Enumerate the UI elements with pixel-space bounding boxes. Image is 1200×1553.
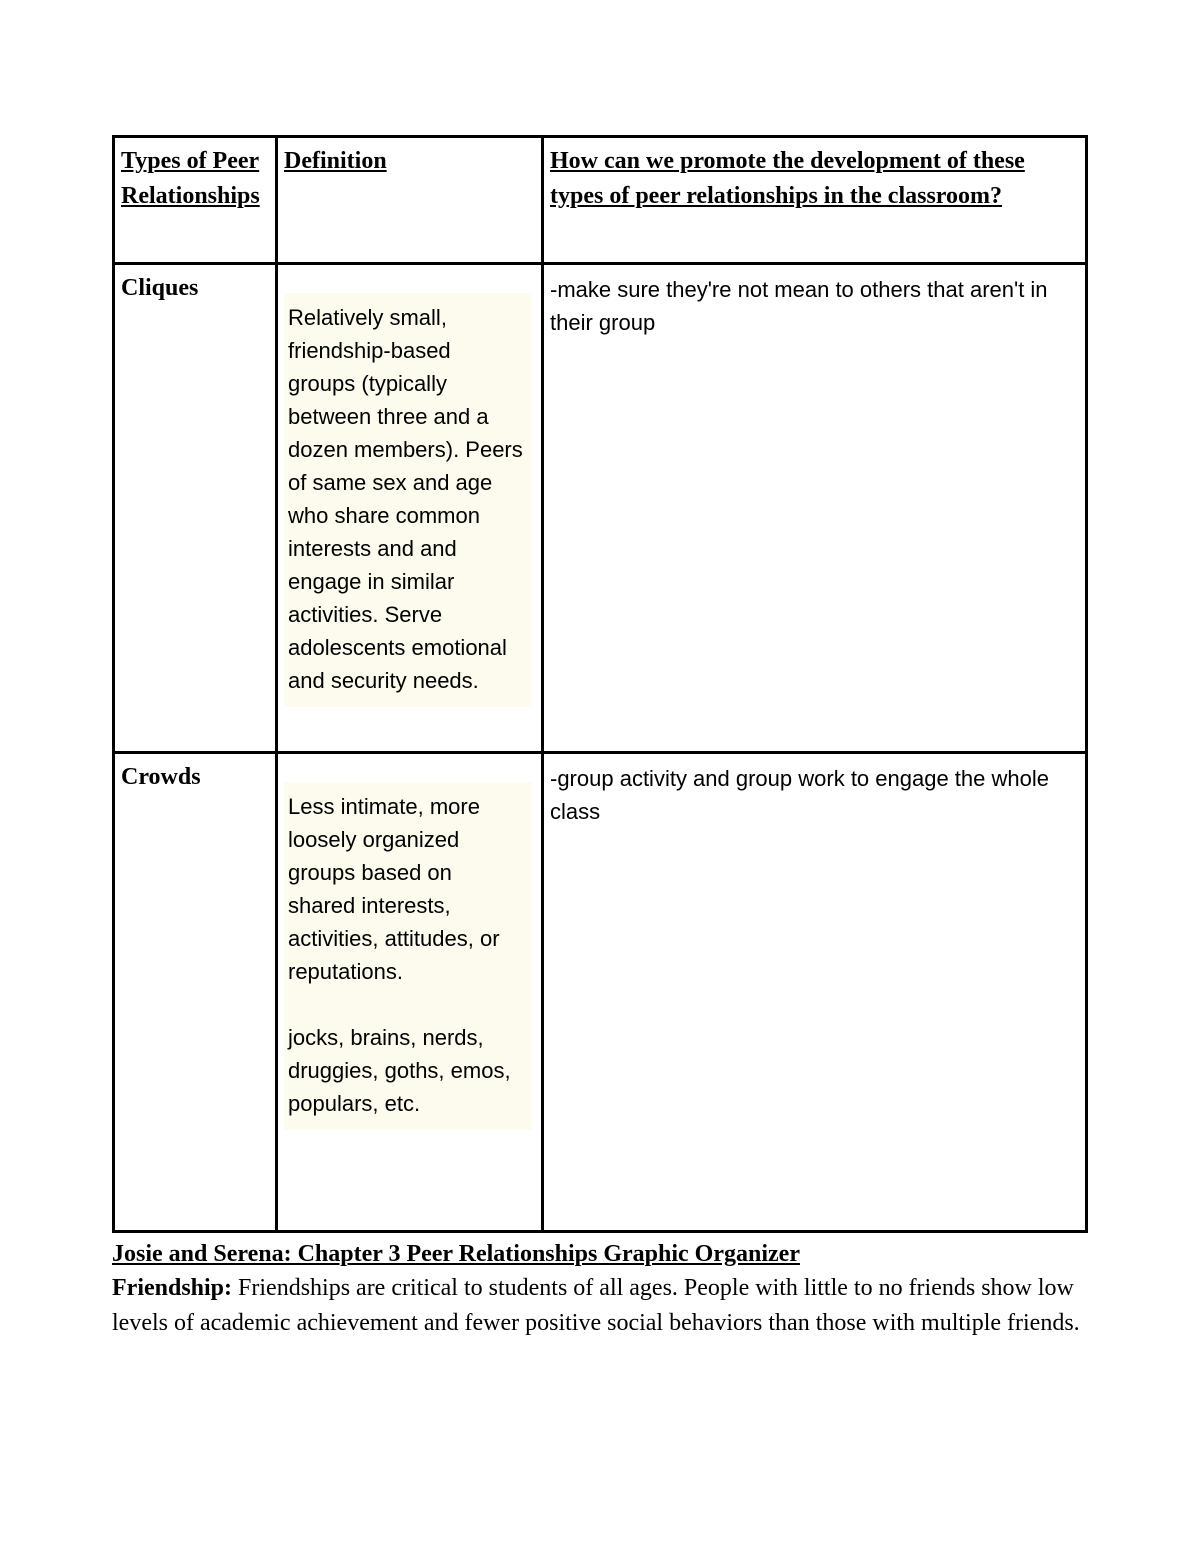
table-row: Crowds Less intimate, more loosely organ… bbox=[114, 752, 1087, 1231]
table-row: Cliques Relatively small, friendship-bas… bbox=[114, 263, 1087, 752]
row-name-cell: Cliques bbox=[114, 263, 277, 752]
row-definition-cell: Relatively small, friendship-based group… bbox=[277, 263, 543, 752]
peer-relationships-table: Types of Peer Relationships Definition H… bbox=[112, 135, 1088, 1233]
promote-text: -group activity and group work to engage… bbox=[550, 760, 1079, 828]
header-promote: How can we promote the development of th… bbox=[543, 137, 1087, 264]
footer-section: Josie and Serena: Chapter 3 Peer Relatio… bbox=[112, 1237, 1088, 1341]
footer-paragraph: Friendship: Friendships are critical to … bbox=[112, 1271, 1088, 1341]
promote-text: -make sure they're not mean to others th… bbox=[550, 271, 1079, 339]
row-definition-cell: Less intimate, more loosely organized gr… bbox=[277, 752, 543, 1231]
definition-text: Less intimate, more loosely organized gr… bbox=[284, 782, 531, 1130]
row-name: Crowds bbox=[121, 764, 201, 790]
definition-text: Relatively small, friendship-based group… bbox=[284, 293, 531, 707]
row-name-cell: Crowds bbox=[114, 752, 277, 1231]
document-page: Types of Peer Relationships Definition H… bbox=[0, 0, 1200, 1553]
footer-lead: Friendship: bbox=[112, 1275, 232, 1301]
footer-title-line: Josie and Serena: Chapter 3 Peer Relatio… bbox=[112, 1237, 1088, 1272]
footer-body: Friendships are critical to students of … bbox=[112, 1275, 1080, 1336]
row-name: Cliques bbox=[121, 275, 198, 301]
footer-title: Josie and Serena: Chapter 3 Peer Relatio… bbox=[112, 1241, 800, 1267]
row-promote-cell: -make sure they're not mean to others th… bbox=[543, 263, 1087, 752]
header-types: Types of Peer Relationships bbox=[114, 137, 277, 264]
row-promote-cell: -group activity and group work to engage… bbox=[543, 752, 1087, 1231]
table-header-row: Types of Peer Relationships Definition H… bbox=[114, 137, 1087, 264]
header-definition: Definition bbox=[277, 137, 543, 264]
